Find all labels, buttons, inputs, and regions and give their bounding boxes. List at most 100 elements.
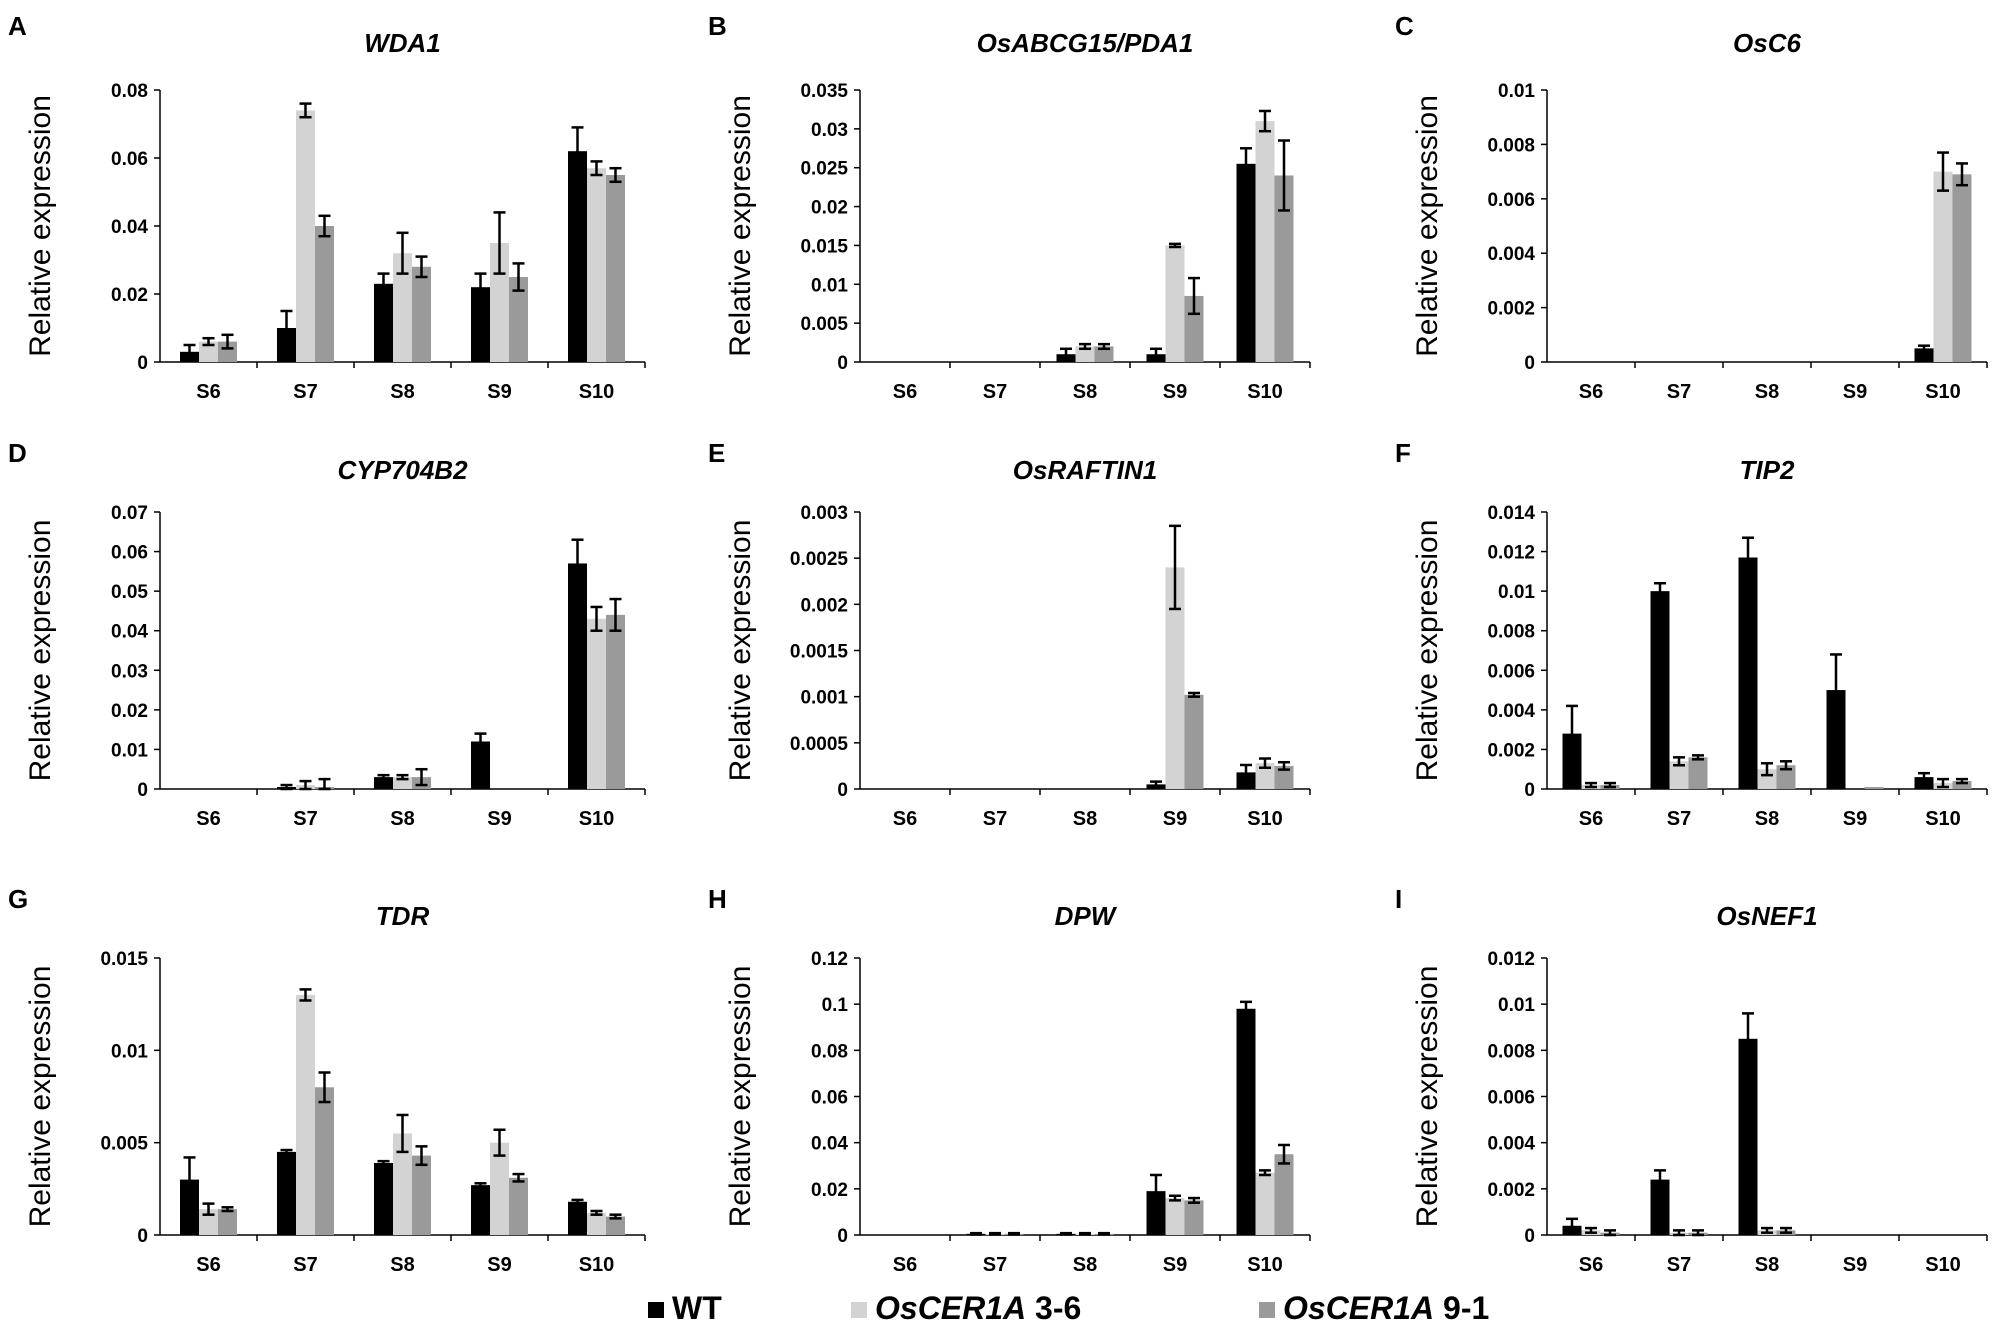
- y-axis-label: Relative expression: [24, 95, 57, 357]
- panel-letter: I: [1395, 884, 1402, 914]
- y-tick-label: 0: [1524, 353, 1535, 374]
- y-tick-label: 0.002: [800, 595, 848, 616]
- panel-letter: E: [708, 438, 725, 468]
- x-tick-label: S6: [196, 381, 220, 403]
- panel-d: D CYP704B2 Relative expression 0 0.01 0.02 0.0…: [8, 438, 646, 830]
- bar-line36-s7: [1669, 761, 1689, 789]
- y-tick-label: 0: [137, 780, 148, 801]
- bar-wt-s10: [568, 563, 587, 789]
- y-tick-label: 0.12: [811, 949, 848, 970]
- bar-wt-s10: [568, 1201, 587, 1235]
- y-tick-label: 0.04: [111, 622, 148, 643]
- x-tick-label: S9: [487, 808, 511, 830]
- x-tick-label: S9: [1843, 381, 1867, 403]
- bar-wt-s8: [374, 1162, 393, 1235]
- panel-e: E OsRAFTIN1 Relative expression 0 0.0005 0.00…: [708, 438, 1311, 830]
- bar-wt-s10: [1236, 163, 1256, 362]
- x-tick-label: S9: [487, 1254, 511, 1276]
- y-tick-label: 0.03: [811, 120, 848, 141]
- y-tick-label: 0.004: [1487, 244, 1535, 265]
- y-tick-label: 0.08: [811, 1041, 848, 1062]
- legend-gene-oscer1a-9-1: OsCER1A: [1283, 1290, 1434, 1326]
- bar-line91-s8: [412, 1155, 431, 1235]
- y-tick-label: 0.01: [1498, 582, 1535, 603]
- bar-line36-s9: [490, 1142, 509, 1235]
- bar-line91-s8: [412, 266, 431, 362]
- x-tick-label: S8: [1755, 1254, 1779, 1276]
- panel-letter: F: [1395, 438, 1411, 468]
- bar-line36-s8: [393, 777, 412, 789]
- y-tick-label: 0.008: [1487, 622, 1535, 643]
- bar-line36-s10: [587, 618, 606, 789]
- x-tick-label: S6: [893, 808, 917, 830]
- y-tick-label: 0.02: [811, 198, 848, 219]
- panel-title: CYP704B2: [337, 455, 468, 485]
- bar-line36-s10: [587, 1212, 606, 1235]
- bar-wt-s7: [277, 1151, 296, 1235]
- panel-letter: H: [708, 884, 727, 914]
- panel-c: C OsC6 Relative expression 0 0.002 0.004 0.006…: [1395, 11, 1988, 403]
- bar-line36-s10: [1255, 763, 1275, 789]
- y-tick-label: 0.002: [1487, 1180, 1535, 1201]
- y-tick-label: 0.006: [1487, 190, 1535, 211]
- y-tick-label: 0.005: [800, 314, 848, 335]
- x-tick-label: S10: [1247, 808, 1283, 830]
- y-tick-label: 0.06: [111, 543, 148, 564]
- bar-wt-s8: [374, 777, 393, 789]
- y-tick-label: 0.04: [811, 1134, 848, 1155]
- x-tick-label: S9: [1163, 381, 1187, 403]
- bar-wt-s8: [374, 283, 393, 362]
- bar-line91-s7: [1688, 757, 1708, 789]
- panel-f: F TIP2 Relative expression 0 0.002 0.004 0.006…: [1395, 438, 1988, 830]
- x-tick-label: S9: [1163, 808, 1187, 830]
- y-tick-label: 0: [837, 353, 848, 374]
- bar-wt-s8: [1738, 1038, 1758, 1235]
- y-tick-label: 0.015: [800, 236, 848, 257]
- bar-line91-s9: [1184, 1200, 1204, 1235]
- bar-line36-s8: [393, 253, 412, 362]
- panel-letter: C: [1395, 11, 1414, 41]
- bar-wt-s9: [471, 1185, 490, 1235]
- x-tick-label: S8: [1755, 381, 1779, 403]
- bar-wt-s9: [1826, 690, 1846, 789]
- y-tick-label: 0.015: [100, 949, 148, 970]
- x-tick-label: S9: [1163, 1254, 1187, 1276]
- x-tick-label: S8: [390, 808, 414, 830]
- bar-wt-s10: [1236, 1008, 1256, 1235]
- y-tick-label: 0.07: [111, 503, 148, 524]
- y-tick-label: 0.08: [111, 81, 148, 102]
- bar-line36-s7: [296, 110, 315, 363]
- bar-line36-s10: [587, 168, 606, 362]
- y-axis-label: Relative expression: [724, 95, 757, 357]
- y-tick-label: 0.003: [800, 503, 848, 524]
- legend-label-oscer1a-3-6: OsCER1A 3-6: [875, 1290, 1081, 1326]
- legend-line-3-6: 3-6: [1035, 1290, 1081, 1326]
- panel-b: B OsABCG15/PDA1 Relative expression 0 0.005 0…: [708, 11, 1311, 403]
- y-tick-label: 0.01: [811, 275, 848, 296]
- panel-h: H DPW Relative expression 0 0.02 0.04 0.06 0.08…: [708, 884, 1311, 1276]
- y-tick-label: 0.008: [1487, 135, 1535, 156]
- bar-line36-s8: [1075, 346, 1095, 362]
- bar-line91-s10: [606, 614, 625, 789]
- y-tick-label: 0.01: [1498, 81, 1535, 102]
- bar-line36-s7: [296, 994, 315, 1235]
- bar-line36-s8: [393, 1133, 412, 1235]
- bar-wt-s10: [568, 151, 587, 362]
- x-tick-label: S7: [983, 381, 1007, 403]
- y-tick-label: 0.03: [111, 661, 148, 682]
- y-tick-label: 0.025: [800, 159, 848, 180]
- x-tick-label: S6: [1579, 1254, 1603, 1276]
- bar-wt-s7: [1650, 591, 1670, 789]
- bar-line91-s10: [1274, 1154, 1294, 1235]
- y-tick-label: 0.014: [1487, 503, 1535, 524]
- bar-line91-s10: [1952, 174, 1972, 362]
- legend-line-9-1: 9-1: [1443, 1290, 1489, 1326]
- x-tick-label: S10: [579, 808, 615, 830]
- x-tick-label: S7: [1667, 808, 1691, 830]
- x-tick-label: S7: [293, 381, 317, 403]
- y-axis-label: Relative expression: [724, 520, 757, 782]
- y-tick-label: 0.04: [111, 217, 148, 238]
- bar-line36-s10: [1255, 121, 1275, 362]
- y-tick-label: 0.008: [1487, 1041, 1535, 1062]
